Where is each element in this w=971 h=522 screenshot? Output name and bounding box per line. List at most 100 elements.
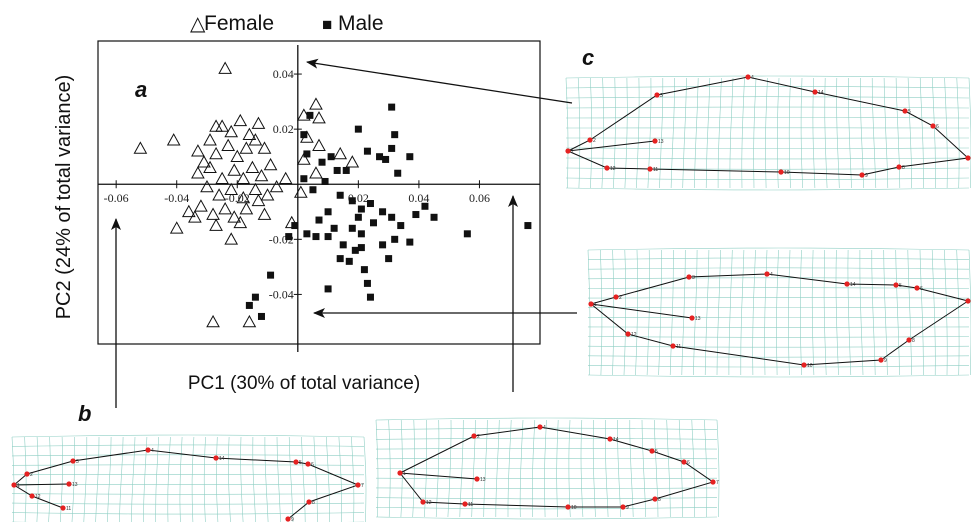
landmark-point (604, 165, 610, 171)
deformation-grid-line (740, 249, 745, 375)
deformation-grid-line (871, 250, 876, 376)
landmark-point (625, 331, 631, 337)
landmark-label: 9 (865, 173, 868, 179)
male-point (257, 312, 265, 320)
deformation-grid-line (276, 436, 281, 522)
deformation-grid-line (565, 177, 970, 180)
male-point (330, 224, 338, 232)
deformation-grid-line (636, 77, 640, 189)
axes: -0.06 -0.04 -0.02 0.02 0.04 0.060.040.02-0.02… (98, 45, 540, 352)
male-point (406, 238, 414, 246)
deformation-grid-line (670, 77, 675, 189)
landmark-label: 12 (631, 332, 637, 338)
female-point (215, 171, 229, 185)
landmark-label: 14 (818, 90, 824, 96)
landmark-point (620, 504, 626, 510)
landmark-label: 13 (72, 482, 78, 488)
landmark-label: 7 (361, 483, 364, 489)
landmark-point (66, 481, 72, 487)
landmark-label: 4 (751, 75, 754, 81)
male-point (318, 158, 326, 166)
deformation-grid-line (167, 436, 171, 522)
female-point (312, 138, 326, 151)
landmark-point (652, 496, 658, 502)
male-point (300, 175, 308, 183)
landmark-label: 14 (613, 437, 619, 443)
landmark-point (462, 501, 468, 507)
x-axis-title: PC1 (30% of total variance) (188, 373, 420, 394)
deformation-grid-line (729, 77, 734, 189)
male-point (315, 216, 323, 224)
landmark-point (649, 448, 655, 454)
deformation-grid-line (883, 77, 889, 189)
deformation-grid-line (848, 78, 852, 189)
landmark-label: 1 (594, 302, 597, 308)
landmark-label: 4 (770, 272, 773, 278)
male-point (385, 255, 393, 263)
landmark-label: 6 (936, 124, 939, 130)
male-point (379, 241, 387, 249)
landmark-point (710, 479, 716, 485)
deformation-grid-line (716, 419, 720, 518)
landmark-label: 8 (312, 500, 315, 506)
landmark-point (306, 499, 312, 505)
landmark-point (652, 138, 658, 144)
landmark-label: 6 (920, 286, 923, 292)
landmark-label: 5 (899, 283, 902, 289)
male-point (348, 224, 356, 232)
female-point (293, 185, 308, 198)
shape-inner-line (590, 303, 693, 319)
deformation-grid-line (191, 436, 195, 522)
female-point (227, 210, 242, 223)
landmark-point (930, 123, 936, 129)
deformation-grid-line (48, 436, 51, 522)
deformation-grid-line (565, 106, 970, 109)
panel-label-b: b (78, 401, 91, 426)
deformation-grid-line (179, 436, 183, 522)
landmark-point (878, 357, 884, 363)
landmark-label: 5 (299, 460, 302, 466)
landmark-point (397, 470, 403, 476)
deformation-grid-line (956, 77, 960, 189)
male-point (421, 202, 429, 210)
x-tick-label: 0.06 (469, 191, 490, 205)
male-point (300, 131, 308, 139)
deformation-grid-line (587, 336, 970, 338)
deformation-grid-line (824, 77, 828, 189)
male-point (348, 197, 356, 205)
male-point (351, 246, 359, 254)
panel-label-a: a (135, 77, 147, 102)
landmark-label: 1 (17, 483, 20, 489)
legend-female-label: Female (204, 12, 274, 35)
male-point (327, 153, 335, 161)
deformation-grid-line (375, 417, 718, 421)
deformation-grid-line (682, 77, 687, 189)
female-point (197, 155, 211, 168)
male-point (524, 222, 532, 230)
landmark-label: 2 (619, 295, 622, 301)
deformation-grid-line (931, 249, 936, 376)
deformation-grid-line (753, 77, 757, 189)
female-point (218, 201, 233, 215)
shape-panel-c-lower: 1234145678910111213 (587, 247, 971, 378)
male-point (303, 150, 311, 158)
female-point (188, 210, 202, 223)
female-point (260, 188, 275, 201)
female-point (239, 201, 254, 215)
male-point (324, 208, 332, 216)
x-tick-label: -0.04 (164, 191, 189, 205)
legend-female-symbol: △ (190, 13, 206, 35)
male-point (336, 255, 344, 263)
landmark-point (293, 459, 299, 465)
deformation-grid-line (860, 77, 864, 189)
landmark-point (812, 89, 818, 95)
deformation-grid-line (587, 267, 970, 270)
female-point (218, 61, 233, 74)
landmark-label: 9 (291, 517, 294, 522)
landmark-label: 1 (403, 471, 406, 477)
deformation-grid-line (565, 75, 970, 79)
landmark-label: 12 (35, 494, 41, 500)
deformation-grid-line (11, 493, 365, 495)
deformation-grid-line (895, 77, 901, 189)
male-point (369, 219, 377, 227)
